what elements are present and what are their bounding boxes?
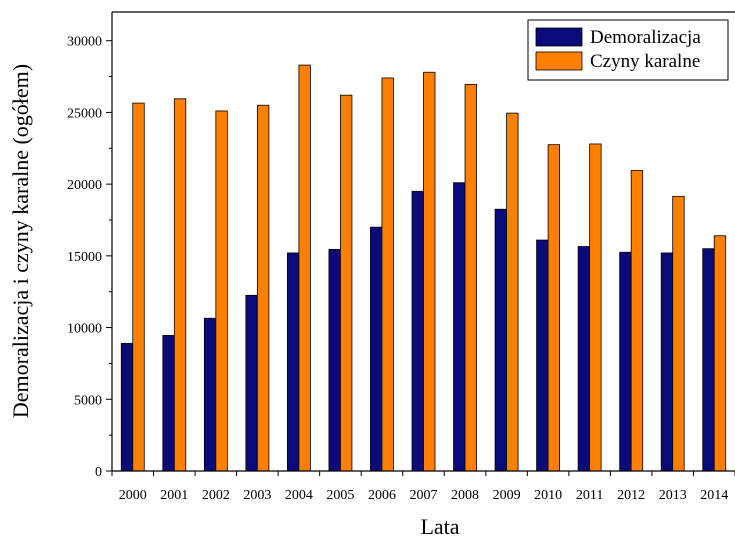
bar-czyny-karalne-2010 (547, 144, 560, 472)
bar-demoralizacja-2014 (702, 248, 715, 472)
y-tick-label: 5000 (74, 393, 102, 408)
bar-demoralizacja-2005 (328, 248, 341, 472)
bar-czyny-karalne-2002 (215, 110, 228, 472)
bar-czyny-karalne-2000 (132, 102, 145, 472)
axes-layer: 0 5000 10000 15000 20000 25000 30000 2000 2001 20… (67, 11, 735, 503)
bar-demoralizacja-2000 (120, 342, 134, 472)
bar-czyny-karalne-2001 (173, 98, 187, 472)
x-tick-label: 2008 (451, 488, 479, 503)
bar-demoralizacja-2004 (286, 252, 300, 472)
x-tick-label: 2009 (493, 488, 521, 503)
y-axis-title: Demoralizacja i czyny karalne (ogółem) (8, 64, 33, 418)
y-tick-label: 10000 (67, 322, 102, 337)
x-tick-label: 2011 (576, 488, 603, 503)
y-tick-label: 15000 (67, 250, 102, 265)
bar-demoralizacja-2006 (370, 226, 383, 472)
bar-demoralizacja-2011 (577, 246, 591, 472)
bar-demoralizacja-2013 (660, 252, 674, 472)
x-tick-label: 2006 (368, 488, 396, 503)
bar-demoralizacja-2001 (162, 335, 175, 472)
legend-label-demoralizacja: Demoralizacja (590, 27, 701, 48)
x-tick-label: 2004 (285, 488, 313, 503)
y-tick-label: 30000 (67, 35, 102, 50)
legend-swatch-demoralizacja (535, 27, 583, 47)
y-tick-label: 25000 (67, 106, 102, 121)
bar-demoralizacja-2002 (203, 317, 217, 472)
legend-label-czyny-karalne: Czyny karalne (590, 51, 700, 72)
x-tick-label: 2003 (243, 488, 271, 503)
bar-demoralizacja-2007 (411, 190, 424, 472)
bars-layer (120, 64, 727, 472)
x-axis-title: Lata (420, 514, 459, 539)
bar-czyny-karalne-2003 (256, 104, 270, 472)
x-tick-label: 2002 (202, 488, 230, 503)
bar-czyny-karalne-2006 (381, 77, 394, 472)
bar-czyny-karalne-2007 (423, 71, 436, 472)
bar-czyny-karalne-2014 (713, 235, 727, 472)
x-tick-label: 2013 (659, 488, 687, 503)
x-tick-label: 2000 (119, 488, 147, 503)
bar-demoralizacja-2008 (453, 182, 466, 472)
bar-czyny-karalne-2004 (298, 64, 311, 472)
bar-czyny-karalne-2013 (672, 195, 685, 472)
bar-czyny-karalne-2005 (340, 94, 353, 472)
bar-demoralizacja-2009 (494, 208, 507, 472)
x-tick-label: 2014 (700, 488, 728, 503)
bar-czyny-karalne-2012 (630, 170, 644, 472)
x-tick-label: 2012 (617, 488, 645, 503)
legend-swatch-czyny-karalne (535, 51, 583, 71)
bar-czyny-karalne-2011 (589, 143, 602, 472)
bar-czyny-karalne-2008 (464, 84, 477, 472)
x-tick-label: 2001 (160, 488, 188, 503)
bar-czyny-karalne-2009 (506, 112, 519, 472)
bar-demoralizacja-2010 (536, 239, 549, 472)
y-tick-label: 20000 (67, 178, 102, 193)
x-tick-label: 2005 (326, 488, 354, 503)
x-tick-label: 2010 (534, 488, 562, 503)
y-tick-label: 0 (95, 465, 102, 480)
legend: Demoralizacja Czyny karalne (527, 19, 729, 81)
x-tick-label: 2007 (410, 488, 438, 503)
bar-demoralizacja-2012 (619, 251, 632, 472)
bar-demoralizacja-2003 (245, 294, 258, 472)
